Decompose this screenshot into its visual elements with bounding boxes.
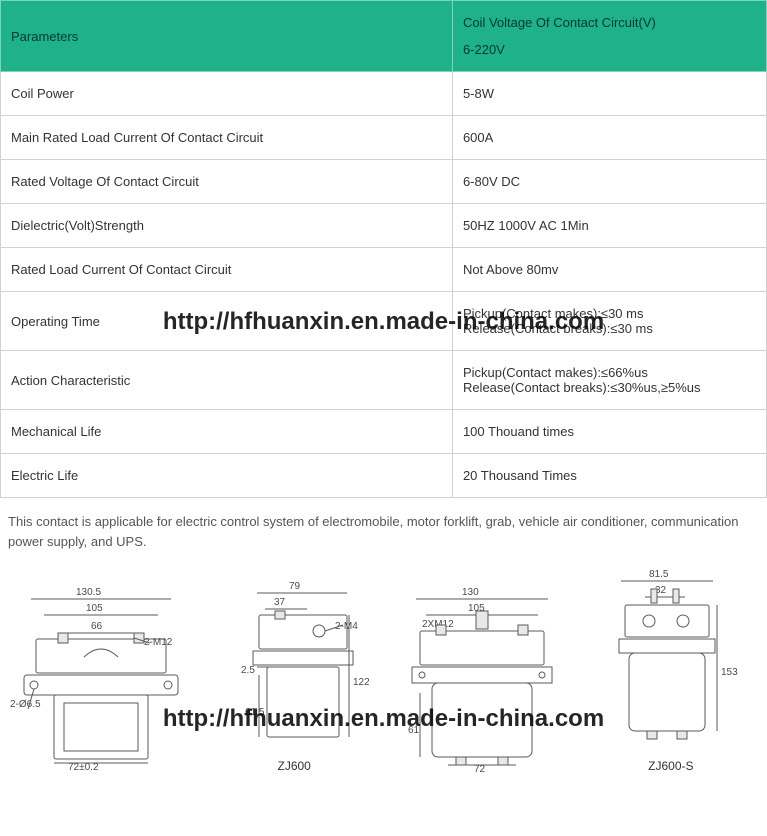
value-cell: 20 Thousand Times	[452, 454, 766, 498]
diagram-2-caption: ZJ600	[277, 759, 310, 773]
svg-text:66: 66	[91, 621, 103, 632]
svg-text:122: 122	[353, 677, 369, 688]
svg-text:61.5: 61.5	[245, 707, 265, 718]
value-cell: 600A	[452, 116, 766, 160]
spec-tbody: Coil Power5-8WMain Rated Load Current Of…	[1, 72, 767, 498]
value-cell: 50HZ 1000V AC 1Min	[452, 204, 766, 248]
svg-text:2-Ø6.5: 2-Ø6.5	[10, 699, 41, 710]
param-cell: Mechanical Life	[1, 410, 453, 454]
description-text: This contact is applicable for electric …	[0, 498, 767, 561]
svg-text:61: 61	[408, 725, 420, 736]
diagram-2: 79 37 2-M4 2.5 61.5 122 ZJ600	[204, 575, 384, 773]
diagram-4: 81.5 32 153 ZJ600-S	[581, 565, 761, 773]
svg-text:81.5: 81.5	[649, 569, 669, 580]
param-cell: Main Rated Load Current Of Contact Circu…	[1, 116, 453, 160]
svg-text:2.5: 2.5	[241, 665, 255, 676]
header-parameters: Parameters	[1, 1, 453, 72]
svg-text:130: 130	[462, 587, 479, 598]
table-row: Operating TimePickup(Contact makes):≤30 …	[1, 292, 767, 351]
table-row: Main Rated Load Current Of Contact Circu…	[1, 116, 767, 160]
value-cell: Pickup(Contact makes):≤30 ms Release(Con…	[452, 292, 766, 351]
specifications-table: Parameters Coil Voltage Of Contact Circu…	[0, 0, 767, 498]
param-cell: Operating Time	[1, 292, 453, 351]
value-cell: 5-8W	[452, 72, 766, 116]
table-row: Rated Voltage Of Contact Circuit6-80V DC	[1, 160, 767, 204]
param-cell: Rated Load Current Of Contact Circuit	[1, 248, 453, 292]
svg-text:153: 153	[721, 667, 738, 678]
value-cell: Pickup(Contact makes):≤66%us Release(Con…	[452, 351, 766, 410]
value-cell: Not Above 80mv	[452, 248, 766, 292]
table-row: Dielectric(Volt)Strength50HZ 1000V AC 1M…	[1, 204, 767, 248]
svg-text:72±0.2: 72±0.2	[68, 762, 99, 773]
param-cell: Action Characteristic	[1, 351, 453, 410]
svg-text:130.5: 130.5	[76, 587, 101, 598]
diagram-3: 130 105 2XM12 61 72	[392, 583, 572, 773]
param-cell: Coil Power	[1, 72, 453, 116]
diagram-area: 130.5 105 66 2-M12 2-Ø6.5 72±0.2 79	[0, 561, 767, 785]
diagram-1: 130.5 105 66 2-M12 2-Ø6.5 72±0.2	[6, 583, 196, 773]
table-row: Rated Load Current Of Contact CircuitNot…	[1, 248, 767, 292]
table-row: Electric Life20 Thousand Times	[1, 454, 767, 498]
table-row: Coil Power5-8W	[1, 72, 767, 116]
svg-text:37: 37	[274, 597, 286, 608]
table-row: Mechanical Life100 Thouand times	[1, 410, 767, 454]
header-value-sub: 6-220V	[463, 30, 756, 57]
param-cell: Dielectric(Volt)Strength	[1, 204, 453, 248]
param-cell: Electric Life	[1, 454, 453, 498]
header-param-label: Parameters	[11, 29, 78, 44]
value-cell: 100 Thouand times	[452, 410, 766, 454]
svg-text:79: 79	[289, 581, 301, 592]
header-value-top: Coil Voltage Of Contact Circuit(V)	[463, 15, 656, 30]
table-row: Action CharacteristicPickup(Contact make…	[1, 351, 767, 410]
param-cell: Rated Voltage Of Contact Circuit	[1, 160, 453, 204]
diagram-4-caption: ZJ600-S	[648, 759, 693, 773]
svg-text:105: 105	[86, 603, 103, 614]
header-value: Coil Voltage Of Contact Circuit(V) 6-220…	[452, 1, 766, 72]
value-cell: 6-80V DC	[452, 160, 766, 204]
